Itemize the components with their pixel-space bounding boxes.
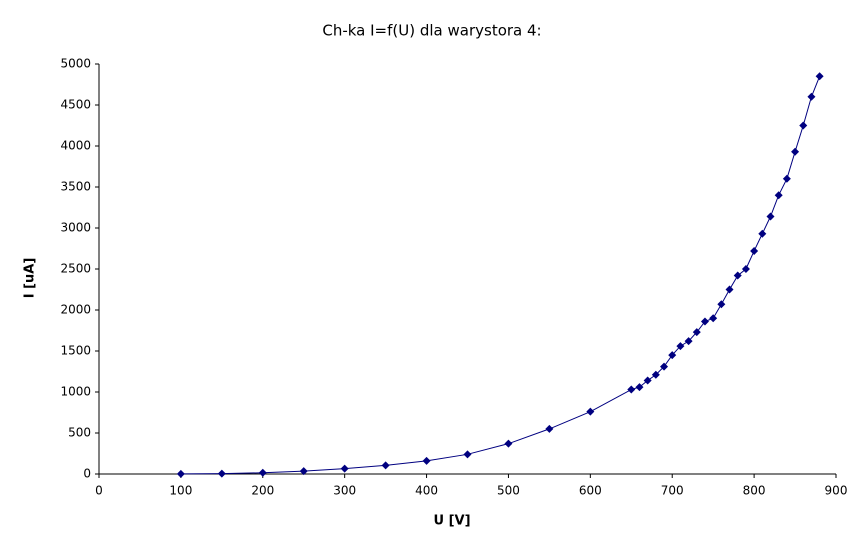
x-tick-label: 200 xyxy=(251,484,274,498)
y-tick-label: 500 xyxy=(68,426,91,440)
data-point xyxy=(635,383,644,392)
data-point xyxy=(791,147,800,156)
data-point xyxy=(176,469,185,478)
data-point xyxy=(258,468,267,477)
data-point xyxy=(782,174,791,183)
data-point xyxy=(733,271,742,280)
data-point xyxy=(504,439,513,448)
x-tick-label: 600 xyxy=(579,484,602,498)
data-point xyxy=(815,72,824,81)
data-point xyxy=(299,467,308,476)
data-point xyxy=(627,385,636,394)
data-point xyxy=(651,370,660,379)
data-point xyxy=(668,351,677,360)
data-point xyxy=(586,407,595,416)
y-tick-label: 1500 xyxy=(60,344,91,358)
data-point xyxy=(692,328,701,337)
data-point xyxy=(725,285,734,294)
y-axis-title: I [uA] xyxy=(23,258,38,299)
x-tick-label: 900 xyxy=(825,484,848,498)
data-point xyxy=(381,461,390,470)
y-tick-label: 2000 xyxy=(60,303,91,317)
y-tick-label: 5000 xyxy=(60,57,91,71)
x-tick-label: 500 xyxy=(497,484,520,498)
data-point xyxy=(422,456,431,465)
x-tick-label: 0 xyxy=(95,484,103,498)
data-point xyxy=(643,376,652,385)
x-tick-label: 400 xyxy=(415,484,438,498)
y-tick-label: 4000 xyxy=(60,139,91,153)
y-tick-label: 1000 xyxy=(60,385,91,399)
data-point xyxy=(758,229,767,238)
data-point xyxy=(545,424,554,433)
y-tick-label: 0 xyxy=(83,467,91,481)
chart-title: Ch-ka I=f(U) dla warystora 4: xyxy=(322,22,541,40)
data-point xyxy=(340,464,349,473)
data-point xyxy=(766,212,775,221)
data-point xyxy=(717,300,726,309)
data-point xyxy=(684,337,693,346)
x-tick-label: 700 xyxy=(661,484,684,498)
data-point xyxy=(217,469,226,478)
data-point xyxy=(660,362,669,371)
data-point xyxy=(774,191,783,200)
y-tick-label: 3500 xyxy=(60,180,91,194)
y-tick-label: 4500 xyxy=(60,98,91,112)
series-line xyxy=(180,76,821,475)
x-tick-label: 300 xyxy=(333,484,356,498)
data-point xyxy=(807,92,816,101)
y-tick-label: 3000 xyxy=(60,221,91,235)
y-tick-label: 2500 xyxy=(60,262,91,276)
data-point xyxy=(463,450,472,459)
data-point xyxy=(676,342,685,351)
x-axis-title: U [V] xyxy=(433,514,470,529)
data-point xyxy=(709,314,718,323)
data-point xyxy=(700,317,709,326)
x-tick-label: 800 xyxy=(743,484,766,498)
data-point xyxy=(750,246,759,255)
x-tick-label: 100 xyxy=(169,484,192,498)
data-point xyxy=(799,121,808,130)
data-point xyxy=(741,265,750,273)
